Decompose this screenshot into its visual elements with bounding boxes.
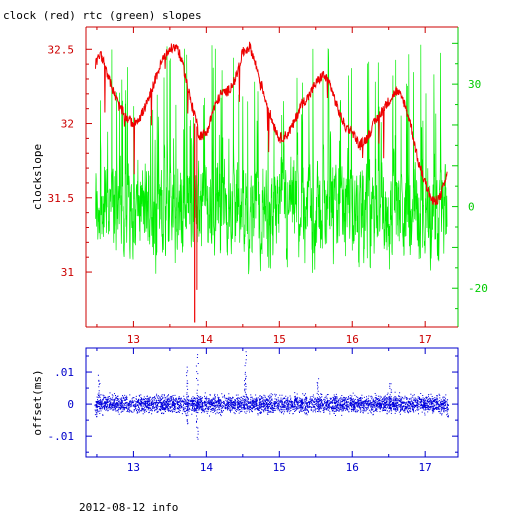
y-tick-label: 0	[67, 398, 74, 411]
y2-tick-label: 0	[468, 201, 475, 214]
x-tick-label: 14	[200, 461, 214, 474]
chart-title: clock (red) rtc (green) slopes	[3, 9, 202, 22]
y-tick-label: 31.5	[48, 192, 75, 205]
top-panel: 13 14 15 16 17 31 31.5 32 32.5 -20 0 30 clockslope	[31, 26, 488, 346]
y-tick-label: .01	[54, 366, 74, 379]
y-tick-label: 32	[61, 118, 74, 131]
y-tick-label: 31	[61, 266, 74, 279]
x-tick-label: 15	[273, 333, 286, 346]
x-tick-label: 15	[273, 461, 286, 474]
x-tick-label: 16	[346, 461, 359, 474]
bottom-frame	[85, 347, 459, 458]
x-tick-label: 14	[200, 333, 214, 346]
x-tick-label: 17	[419, 333, 432, 346]
x-tick-label: 17	[419, 461, 432, 474]
y2-tick-label: -20	[468, 282, 488, 295]
y-tick-label: -.01	[48, 430, 75, 443]
footer-info: 2012-08-12 info	[79, 501, 178, 512]
offset-series-points	[94, 351, 449, 440]
rtc-series-line	[95, 44, 448, 275]
x-tick-label: 13	[127, 461, 140, 474]
x-tick-label: 16	[346, 333, 359, 346]
y-axis-label: offset(ms)	[31, 369, 44, 435]
y2-tick-label: 30	[468, 78, 481, 91]
clock-series-line	[95, 41, 448, 206]
bottom-panel: 13 14 15 16 17 -.01 0 .01 offset(ms)	[31, 347, 459, 474]
y-axis-label: clockslope	[31, 144, 44, 210]
x-tick-label: 13	[127, 333, 140, 346]
y-tick-label: 32.5	[48, 43, 75, 56]
